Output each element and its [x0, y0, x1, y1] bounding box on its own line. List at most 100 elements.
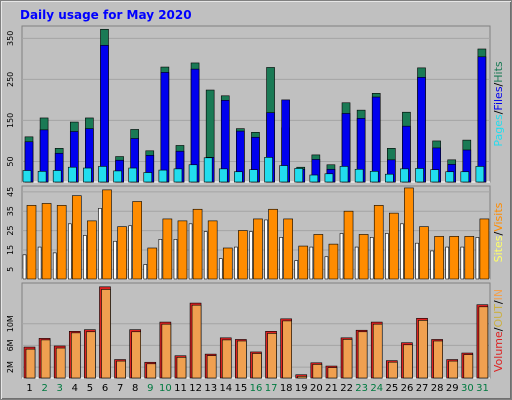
panel-2-tick-label: 2M	[6, 361, 15, 373]
in-bar	[131, 331, 141, 379]
sites-bar	[158, 239, 163, 280]
day-label: 31	[476, 383, 489, 394]
panel-0-tick-label: 150	[6, 113, 15, 128]
sites-bar	[143, 264, 148, 280]
pages-bar	[203, 157, 213, 183]
day-label: 3	[57, 383, 63, 394]
visits-bar	[71, 195, 82, 280]
in-bar	[161, 323, 172, 379]
pages-bar	[445, 171, 455, 183]
in-bar	[433, 340, 443, 379]
in-bar	[342, 339, 353, 379]
day-label: 9	[147, 383, 153, 394]
sites-bar	[173, 239, 178, 280]
legend-item-files: Files	[492, 86, 505, 110]
day-label: 29	[446, 383, 459, 394]
pages-bar	[294, 168, 304, 183]
visits-bar	[389, 212, 399, 280]
legend-separator: /	[492, 82, 505, 86]
visits-bar	[117, 226, 127, 280]
panel-1-tick-label: 35	[6, 206, 15, 216]
visits-bar	[147, 247, 158, 280]
in-bar	[478, 306, 489, 379]
sites-bar	[430, 250, 434, 280]
day-label: 6	[102, 383, 108, 394]
panel-0-tick-label: 250	[6, 72, 15, 87]
in-bar	[206, 355, 217, 379]
day-label: 22	[340, 383, 353, 394]
in-bar	[357, 331, 368, 379]
sites-bar	[294, 260, 299, 280]
visits-bar	[192, 208, 203, 280]
visits-bar	[464, 236, 475, 280]
day-label: 12	[189, 383, 202, 394]
sites-bar	[188, 223, 193, 280]
visits-bar	[298, 245, 309, 280]
pages-bar	[143, 172, 153, 183]
day-label: 26	[401, 383, 414, 394]
sites-bar	[203, 231, 208, 280]
visits-bar	[373, 205, 384, 280]
pages-bar	[83, 167, 92, 183]
in-bar	[282, 320, 292, 379]
sites-bar	[83, 235, 87, 280]
pages-bar	[460, 171, 470, 183]
pages-bar	[369, 171, 379, 183]
visits-bar	[132, 201, 142, 280]
pages-bar	[218, 168, 228, 183]
legend-item-out: OUT	[492, 304, 505, 328]
in-bar	[40, 339, 51, 379]
in-bar	[25, 348, 36, 379]
sites-bar	[309, 246, 314, 280]
sites-bar	[128, 225, 132, 280]
pages-bar	[67, 166, 77, 183]
legend-0: Pages/Files/Hits	[492, 61, 505, 147]
visits-bar	[313, 234, 324, 280]
sites-bar	[445, 246, 450, 280]
day-label: 23	[355, 383, 368, 394]
panel-1-tick-label: 25	[6, 225, 15, 235]
in-bar	[448, 360, 459, 379]
in-bar	[312, 364, 323, 379]
visits-bar	[419, 226, 429, 280]
sites-bar	[339, 233, 344, 280]
visits-bar	[238, 230, 248, 280]
pages-bar	[400, 168, 409, 183]
panel-0-tick-label: 50	[6, 156, 15, 166]
visits-bar	[26, 205, 37, 280]
visits-bar	[449, 236, 460, 280]
day-label: 16	[250, 383, 263, 394]
legend-item-hits: Hits	[492, 61, 505, 83]
visits-bar	[268, 208, 278, 280]
in-bar	[70, 332, 81, 379]
pages-bar	[339, 166, 349, 183]
sites-bar	[22, 254, 27, 280]
in-bar	[327, 367, 338, 379]
day-label: 8	[132, 383, 138, 394]
sites-bar	[98, 208, 102, 280]
in-bar	[86, 331, 96, 379]
day-label: 19	[295, 383, 308, 394]
sites-bar	[234, 246, 238, 280]
legend-item-visits: Visits	[492, 202, 505, 231]
visits-bar	[102, 189, 112, 280]
pages-bar	[385, 173, 394, 183]
day-label: 24	[370, 383, 383, 394]
day-label: 11	[174, 383, 187, 394]
pages-bar	[430, 169, 439, 183]
pages-bar	[128, 167, 137, 183]
pages-bar	[279, 165, 288, 183]
visits-bar	[87, 220, 97, 280]
pages-bar	[188, 164, 198, 183]
chart-title: Daily usage for May 2020	[20, 8, 192, 22]
in-bar	[221, 339, 232, 379]
sites-bar	[249, 231, 253, 280]
visits-bar	[207, 220, 218, 280]
in-bar	[372, 323, 383, 379]
legend-item-sites: Sites	[492, 235, 505, 262]
in-bar	[191, 304, 202, 379]
in-bar	[237, 340, 247, 379]
day-label: 21	[325, 383, 338, 394]
pages-bar	[52, 170, 62, 183]
